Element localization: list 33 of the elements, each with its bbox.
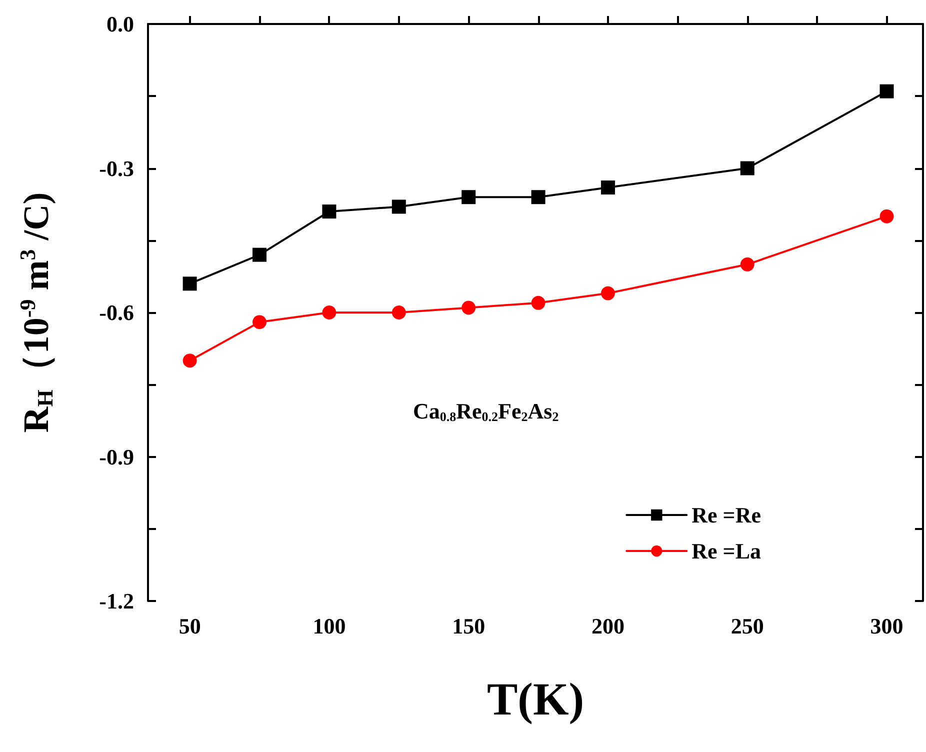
x-tick-label: 200 — [591, 614, 624, 638]
point — [600, 286, 615, 300]
x-axis-title: T(K) — [486, 674, 584, 724]
y-tick-label: -0.9 — [99, 444, 134, 470]
point — [322, 306, 336, 320]
point — [322, 204, 336, 219]
point — [880, 84, 894, 98]
point — [392, 200, 406, 214]
x-tick-label: 50 — [178, 614, 201, 638]
y-tick-label: -0.3 — [99, 156, 134, 181]
point — [600, 180, 615, 194]
point — [462, 300, 476, 315]
y-axis-title: RH（10-9 m3 /C) — [14, 192, 58, 433]
point — [182, 354, 197, 368]
point — [392, 306, 406, 320]
y-tick-label: -0.6 — [99, 300, 134, 325]
point — [740, 257, 754, 272]
point — [182, 276, 197, 291]
point — [252, 248, 267, 262]
point — [531, 190, 546, 204]
point — [462, 190, 476, 204]
legend-label: Re =Re — [692, 502, 762, 528]
point — [740, 161, 754, 176]
y-tick-label: -1.2 — [99, 588, 134, 614]
legend-label: Re =La — [692, 538, 762, 564]
point — [252, 315, 267, 330]
x-tick-label: 100 — [312, 614, 346, 638]
y-tick-label: 0.0 — [106, 12, 134, 36]
x-tick-label: 150 — [452, 614, 486, 638]
x-tick-label: 300 — [870, 614, 904, 638]
x-tick-label: 250 — [730, 614, 764, 638]
point — [531, 296, 546, 310]
point — [880, 209, 894, 224]
